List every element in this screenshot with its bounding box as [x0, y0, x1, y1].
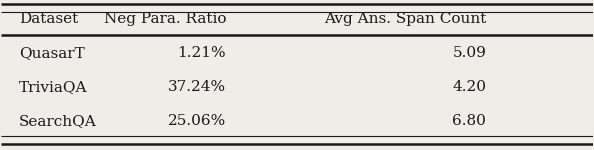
Text: TriviaQA: TriviaQA — [19, 80, 88, 94]
Text: QuasarT: QuasarT — [19, 46, 85, 60]
Text: 5.09: 5.09 — [452, 46, 486, 60]
Text: Neg Para. Ratio: Neg Para. Ratio — [103, 12, 226, 26]
Text: 37.24%: 37.24% — [168, 80, 226, 94]
Text: 4.20: 4.20 — [452, 80, 486, 94]
Text: Dataset: Dataset — [19, 12, 78, 26]
Text: 1.21%: 1.21% — [178, 46, 226, 60]
Text: 6.80: 6.80 — [452, 114, 486, 128]
Text: Avg Ans. Span Count: Avg Ans. Span Count — [324, 12, 486, 26]
Text: 25.06%: 25.06% — [168, 114, 226, 128]
Text: SearchQA: SearchQA — [19, 114, 97, 128]
